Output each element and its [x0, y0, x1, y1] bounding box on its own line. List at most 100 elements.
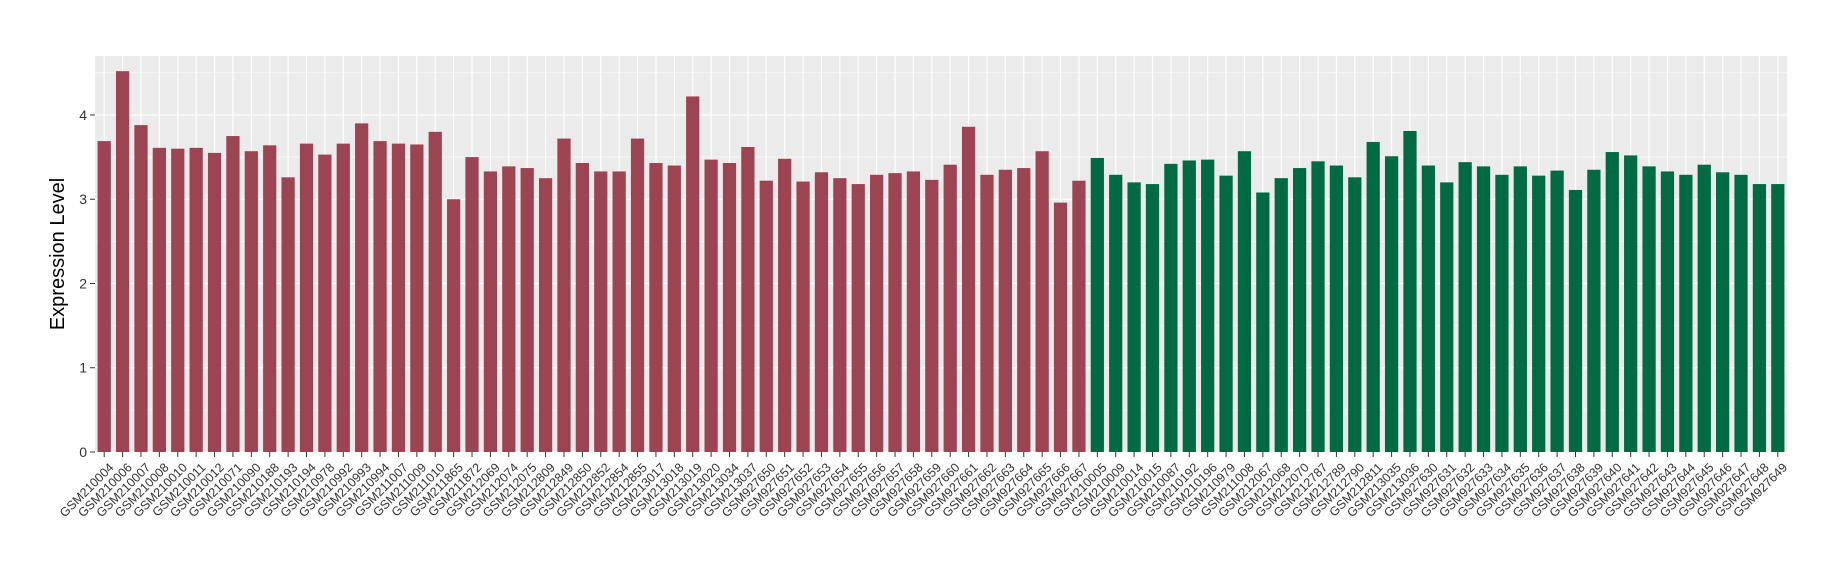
bar — [373, 141, 387, 452]
bar — [1421, 165, 1435, 452]
bar — [796, 181, 810, 453]
bar — [1366, 141, 1380, 452]
x-axis: GSM210004GSM210006GSM210007GSM210008GSM2… — [57, 452, 1790, 520]
bar — [1716, 172, 1730, 452]
bar — [1256, 192, 1270, 452]
y-tick-label: 0 — [79, 444, 87, 460]
bar — [1109, 174, 1123, 453]
bar — [318, 154, 332, 452]
bar — [1624, 155, 1638, 453]
bar — [1403, 130, 1417, 452]
bar — [1752, 184, 1767, 452]
bar — [943, 164, 957, 452]
bar — [263, 145, 277, 452]
bar — [980, 174, 994, 453]
bar — [1237, 151, 1252, 453]
y-tick-label: 3 — [79, 191, 87, 207]
bar — [1495, 174, 1509, 453]
bar — [1384, 156, 1399, 452]
bar — [906, 171, 921, 452]
bar — [630, 138, 645, 453]
bar — [189, 147, 203, 452]
bar — [207, 152, 222, 452]
bar — [447, 199, 461, 452]
bar — [1771, 184, 1785, 452]
bar — [1348, 177, 1362, 453]
bar — [557, 138, 571, 453]
bar — [336, 143, 350, 452]
bar — [299, 143, 314, 452]
bar — [1035, 151, 1049, 453]
y-tick-label: 1 — [79, 360, 87, 376]
bar — [1660, 171, 1675, 452]
bar — [1587, 169, 1601, 452]
bar — [888, 173, 902, 452]
bar — [1476, 166, 1491, 453]
y-axis: 0 1 2 3 4 — [79, 107, 95, 460]
y-tick-label: 4 — [79, 107, 87, 123]
bar — [483, 171, 498, 452]
bar — [1568, 189, 1583, 453]
bar — [612, 171, 626, 452]
bar — [1201, 159, 1215, 453]
bar — [1293, 168, 1307, 452]
bar — [502, 166, 516, 453]
bar — [1734, 174, 1748, 453]
bar — [1072, 180, 1086, 452]
bar — [465, 157, 479, 452]
bar — [1127, 182, 1141, 452]
bar — [1090, 157, 1104, 453]
bar — [594, 171, 608, 452]
bar — [134, 125, 148, 453]
bar — [870, 174, 884, 453]
bar — [575, 163, 589, 452]
bar — [814, 172, 829, 452]
bar — [410, 144, 424, 452]
bar — [152, 147, 166, 452]
y-tick-label: 2 — [79, 275, 87, 291]
bar — [1679, 174, 1693, 453]
bar — [391, 143, 406, 452]
bar — [1329, 165, 1344, 452]
bar — [520, 168, 534, 452]
bar — [759, 180, 773, 452]
bar — [281, 177, 295, 453]
bar — [1605, 152, 1619, 452]
y-axis-title: Expression Level — [47, 178, 69, 330]
bar — [1550, 170, 1564, 453]
bars — [97, 71, 1785, 453]
bar — [833, 178, 847, 452]
bar — [925, 179, 939, 452]
bar — [1053, 202, 1068, 452]
bar — [115, 71, 130, 452]
bar — [226, 136, 240, 453]
bar — [649, 163, 663, 452]
bar — [667, 165, 681, 452]
bar — [778, 158, 792, 452]
bar — [1513, 166, 1527, 453]
bar — [1697, 164, 1711, 452]
bar — [1182, 160, 1196, 452]
bar — [1164, 163, 1178, 452]
bar — [961, 126, 976, 452]
bar — [1274, 178, 1288, 452]
bar — [1145, 184, 1160, 452]
bar — [355, 123, 369, 452]
bar — [244, 151, 258, 453]
bar — [538, 178, 553, 452]
bar — [741, 146, 755, 453]
bar — [1017, 168, 1031, 452]
bar — [1311, 161, 1325, 452]
bar — [722, 163, 737, 452]
bar — [1440, 182, 1454, 452]
bar — [171, 148, 185, 452]
bar — [1219, 175, 1233, 452]
bar — [851, 184, 865, 452]
bar — [97, 141, 111, 452]
bar — [704, 159, 718, 453]
bar — [998, 169, 1012, 452]
bar — [1458, 162, 1472, 453]
bar — [428, 131, 442, 453]
